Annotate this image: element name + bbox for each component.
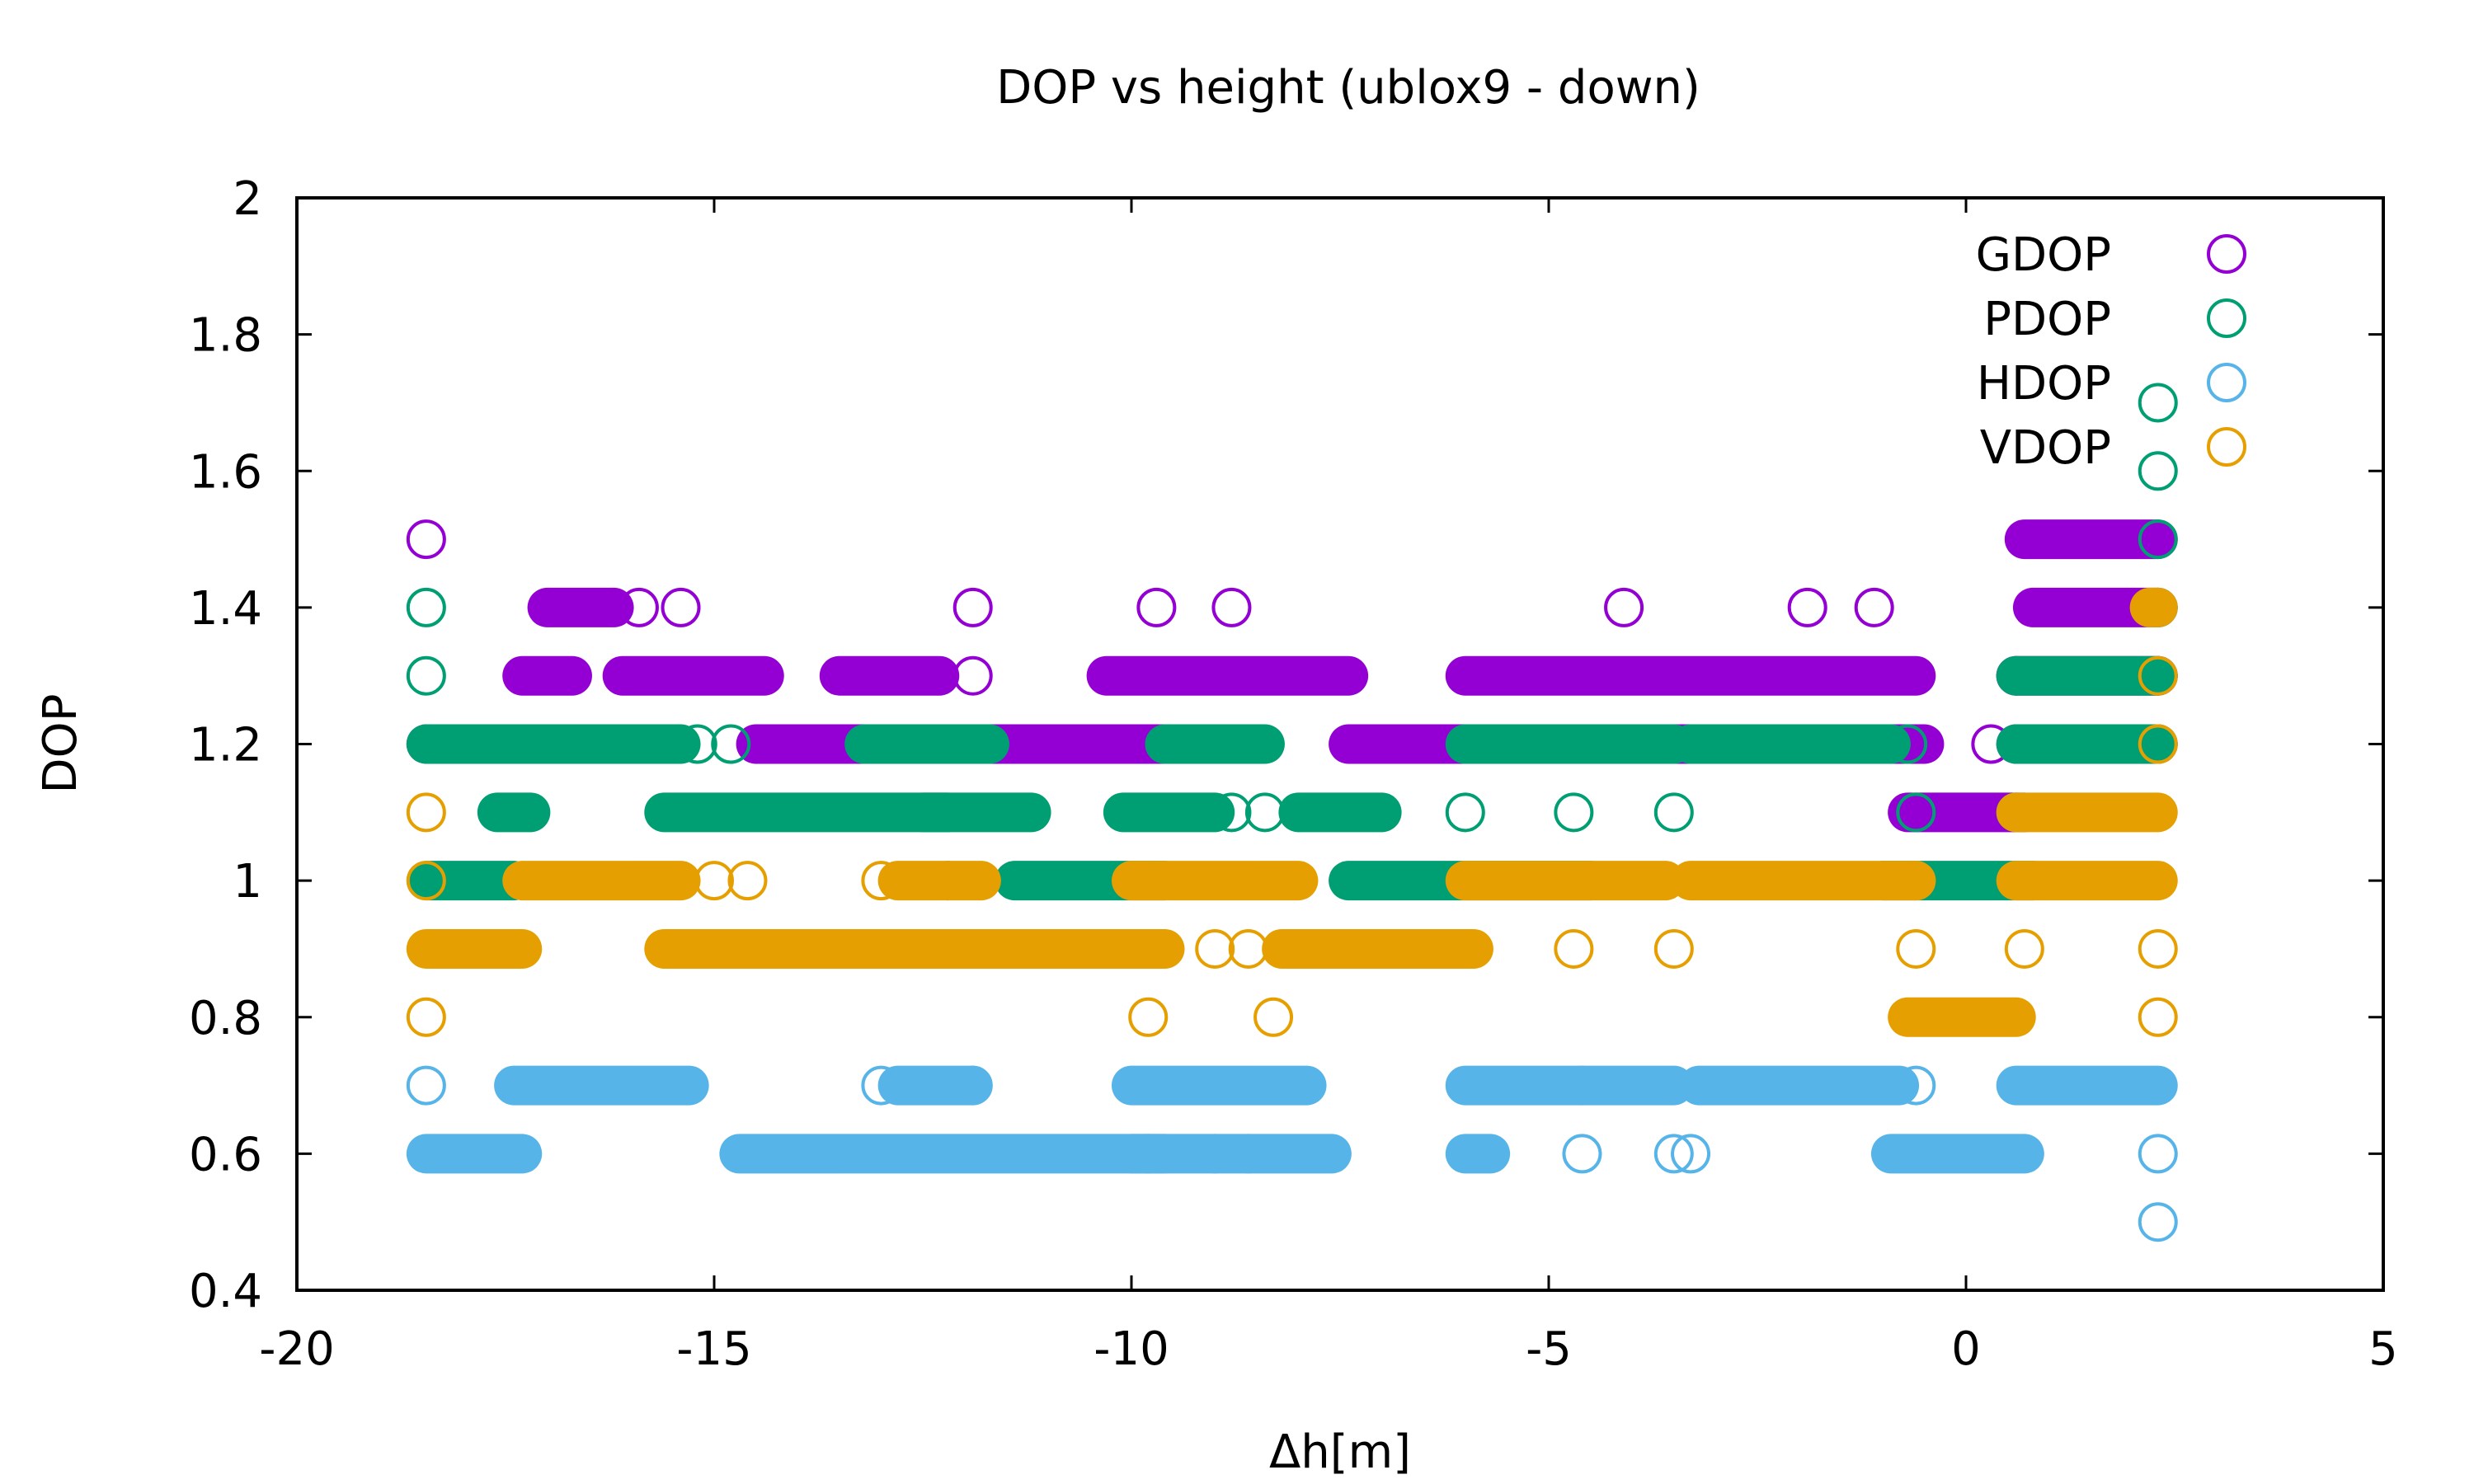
- data-point: [1445, 792, 1485, 833]
- chart-title: DOP vs height (ublox9 - down): [996, 61, 1700, 115]
- data-point: [1653, 928, 1694, 969]
- y-tick-label: 0.6: [189, 1128, 262, 1181]
- data-point: [1195, 1134, 1235, 1174]
- data-point: [861, 1065, 901, 1106]
- data-point: [2138, 1134, 2178, 1174]
- data-point: [694, 861, 734, 901]
- data-point: [661, 587, 701, 627]
- y-tick-label: 1: [233, 855, 262, 909]
- series-pdop: [406, 383, 2178, 901]
- data-point: [1228, 1134, 1268, 1174]
- data-point: [1228, 928, 1268, 969]
- data-point: [1128, 997, 1169, 1037]
- data-point: [952, 724, 993, 764]
- legend-marker-hdop: [2207, 363, 2246, 402]
- legend-label-vdop: VDOP: [1980, 421, 2111, 475]
- x-tick-label: -10: [1094, 1322, 1169, 1376]
- data-point: [1653, 1134, 1694, 1174]
- data-point: [1562, 1065, 1602, 1106]
- data-point: [1195, 928, 1235, 969]
- y-tick-label: 1.2: [189, 719, 262, 773]
- data-point: [406, 587, 446, 627]
- legend-label-pdop: PDOP: [1983, 293, 2111, 346]
- data-point: [1604, 587, 1644, 627]
- data-point: [406, 519, 446, 560]
- y-tick-label: 2: [233, 172, 262, 226]
- y-tick-label: 1.8: [189, 309, 262, 363]
- series-vdop: [406, 587, 2178, 1037]
- data-point: [2138, 655, 2178, 696]
- data-point: [1211, 587, 1252, 627]
- data-point: [861, 724, 901, 764]
- data-point: [2138, 451, 2178, 491]
- legend: GDOP PDOP HDOP VDOP: [1976, 228, 2246, 475]
- data-point: [2138, 383, 2178, 423]
- x-tick-label: -15: [676, 1322, 751, 1376]
- data-point: [861, 861, 901, 901]
- data-point: [1128, 1134, 1169, 1174]
- data-point: [1896, 792, 1936, 833]
- data-point: [406, 655, 446, 696]
- data-point: [2004, 928, 2044, 969]
- series-gdop: [406, 519, 2178, 833]
- data-point: [406, 1065, 446, 1106]
- y-tick-label: 0.8: [189, 992, 262, 1045]
- x-tick-label: 5: [2368, 1322, 2398, 1376]
- data-point: [1244, 792, 1285, 833]
- y-tick-label: 0.4: [189, 1265, 262, 1318]
- data-point: [2138, 519, 2178, 560]
- data-point: [1211, 792, 1252, 833]
- data-point: [1554, 928, 1594, 969]
- x-tick-label: -5: [1526, 1322, 1572, 1376]
- x-tick-label: 0: [1951, 1322, 1981, 1376]
- data-point: [406, 792, 446, 833]
- data-point: [1136, 587, 1177, 627]
- data-point: [618, 587, 659, 627]
- data-point: [727, 861, 768, 901]
- data-point: [952, 655, 993, 696]
- data-point: [952, 1065, 993, 1106]
- data-point: [711, 724, 751, 764]
- y-axis-label: DOP: [34, 694, 87, 794]
- data-point: [2138, 997, 2178, 1037]
- data-point: [406, 861, 446, 901]
- data-point: [406, 997, 446, 1037]
- data-point: [1671, 1134, 1711, 1174]
- legend-marker-pdop: [2207, 298, 2246, 338]
- data-point: [1896, 861, 1936, 901]
- x-axis-label: Δh[m]: [1269, 1425, 1411, 1479]
- data-point: [2138, 724, 2178, 764]
- series-hdop: [406, 1065, 2178, 1242]
- data-point: [1554, 792, 1594, 833]
- data-point: [2138, 1202, 2178, 1242]
- data-point: [1653, 792, 1694, 833]
- data-point: [952, 587, 993, 627]
- axes-layer: -20 -15 -10 -5 0 5 0.4 0.6 0.8 1 1.2 1.4 1.6 1.8 2: [189, 172, 2398, 1376]
- data-point: [677, 724, 717, 764]
- data-point: [1888, 724, 1928, 764]
- legend-label-hdop: HDOP: [1977, 357, 2111, 411]
- legend-marker-gdop: [2207, 234, 2246, 274]
- data-point: [1562, 1134, 1602, 1174]
- data-layer: [406, 383, 2178, 1242]
- x-tick-label: -20: [259, 1322, 334, 1376]
- data-point: [1253, 997, 1294, 1037]
- data-point: [1896, 1065, 1936, 1106]
- y-tick-label: 1.6: [189, 445, 262, 499]
- legend-label-gdop: GDOP: [1976, 228, 2111, 282]
- data-point: [1896, 928, 1936, 969]
- y-tick-label: 1.4: [189, 582, 262, 636]
- data-point: [2138, 928, 2178, 969]
- data-point: [1854, 587, 1894, 627]
- data-point: [1787, 587, 1827, 627]
- legend-marker-vdop: [2207, 427, 2246, 467]
